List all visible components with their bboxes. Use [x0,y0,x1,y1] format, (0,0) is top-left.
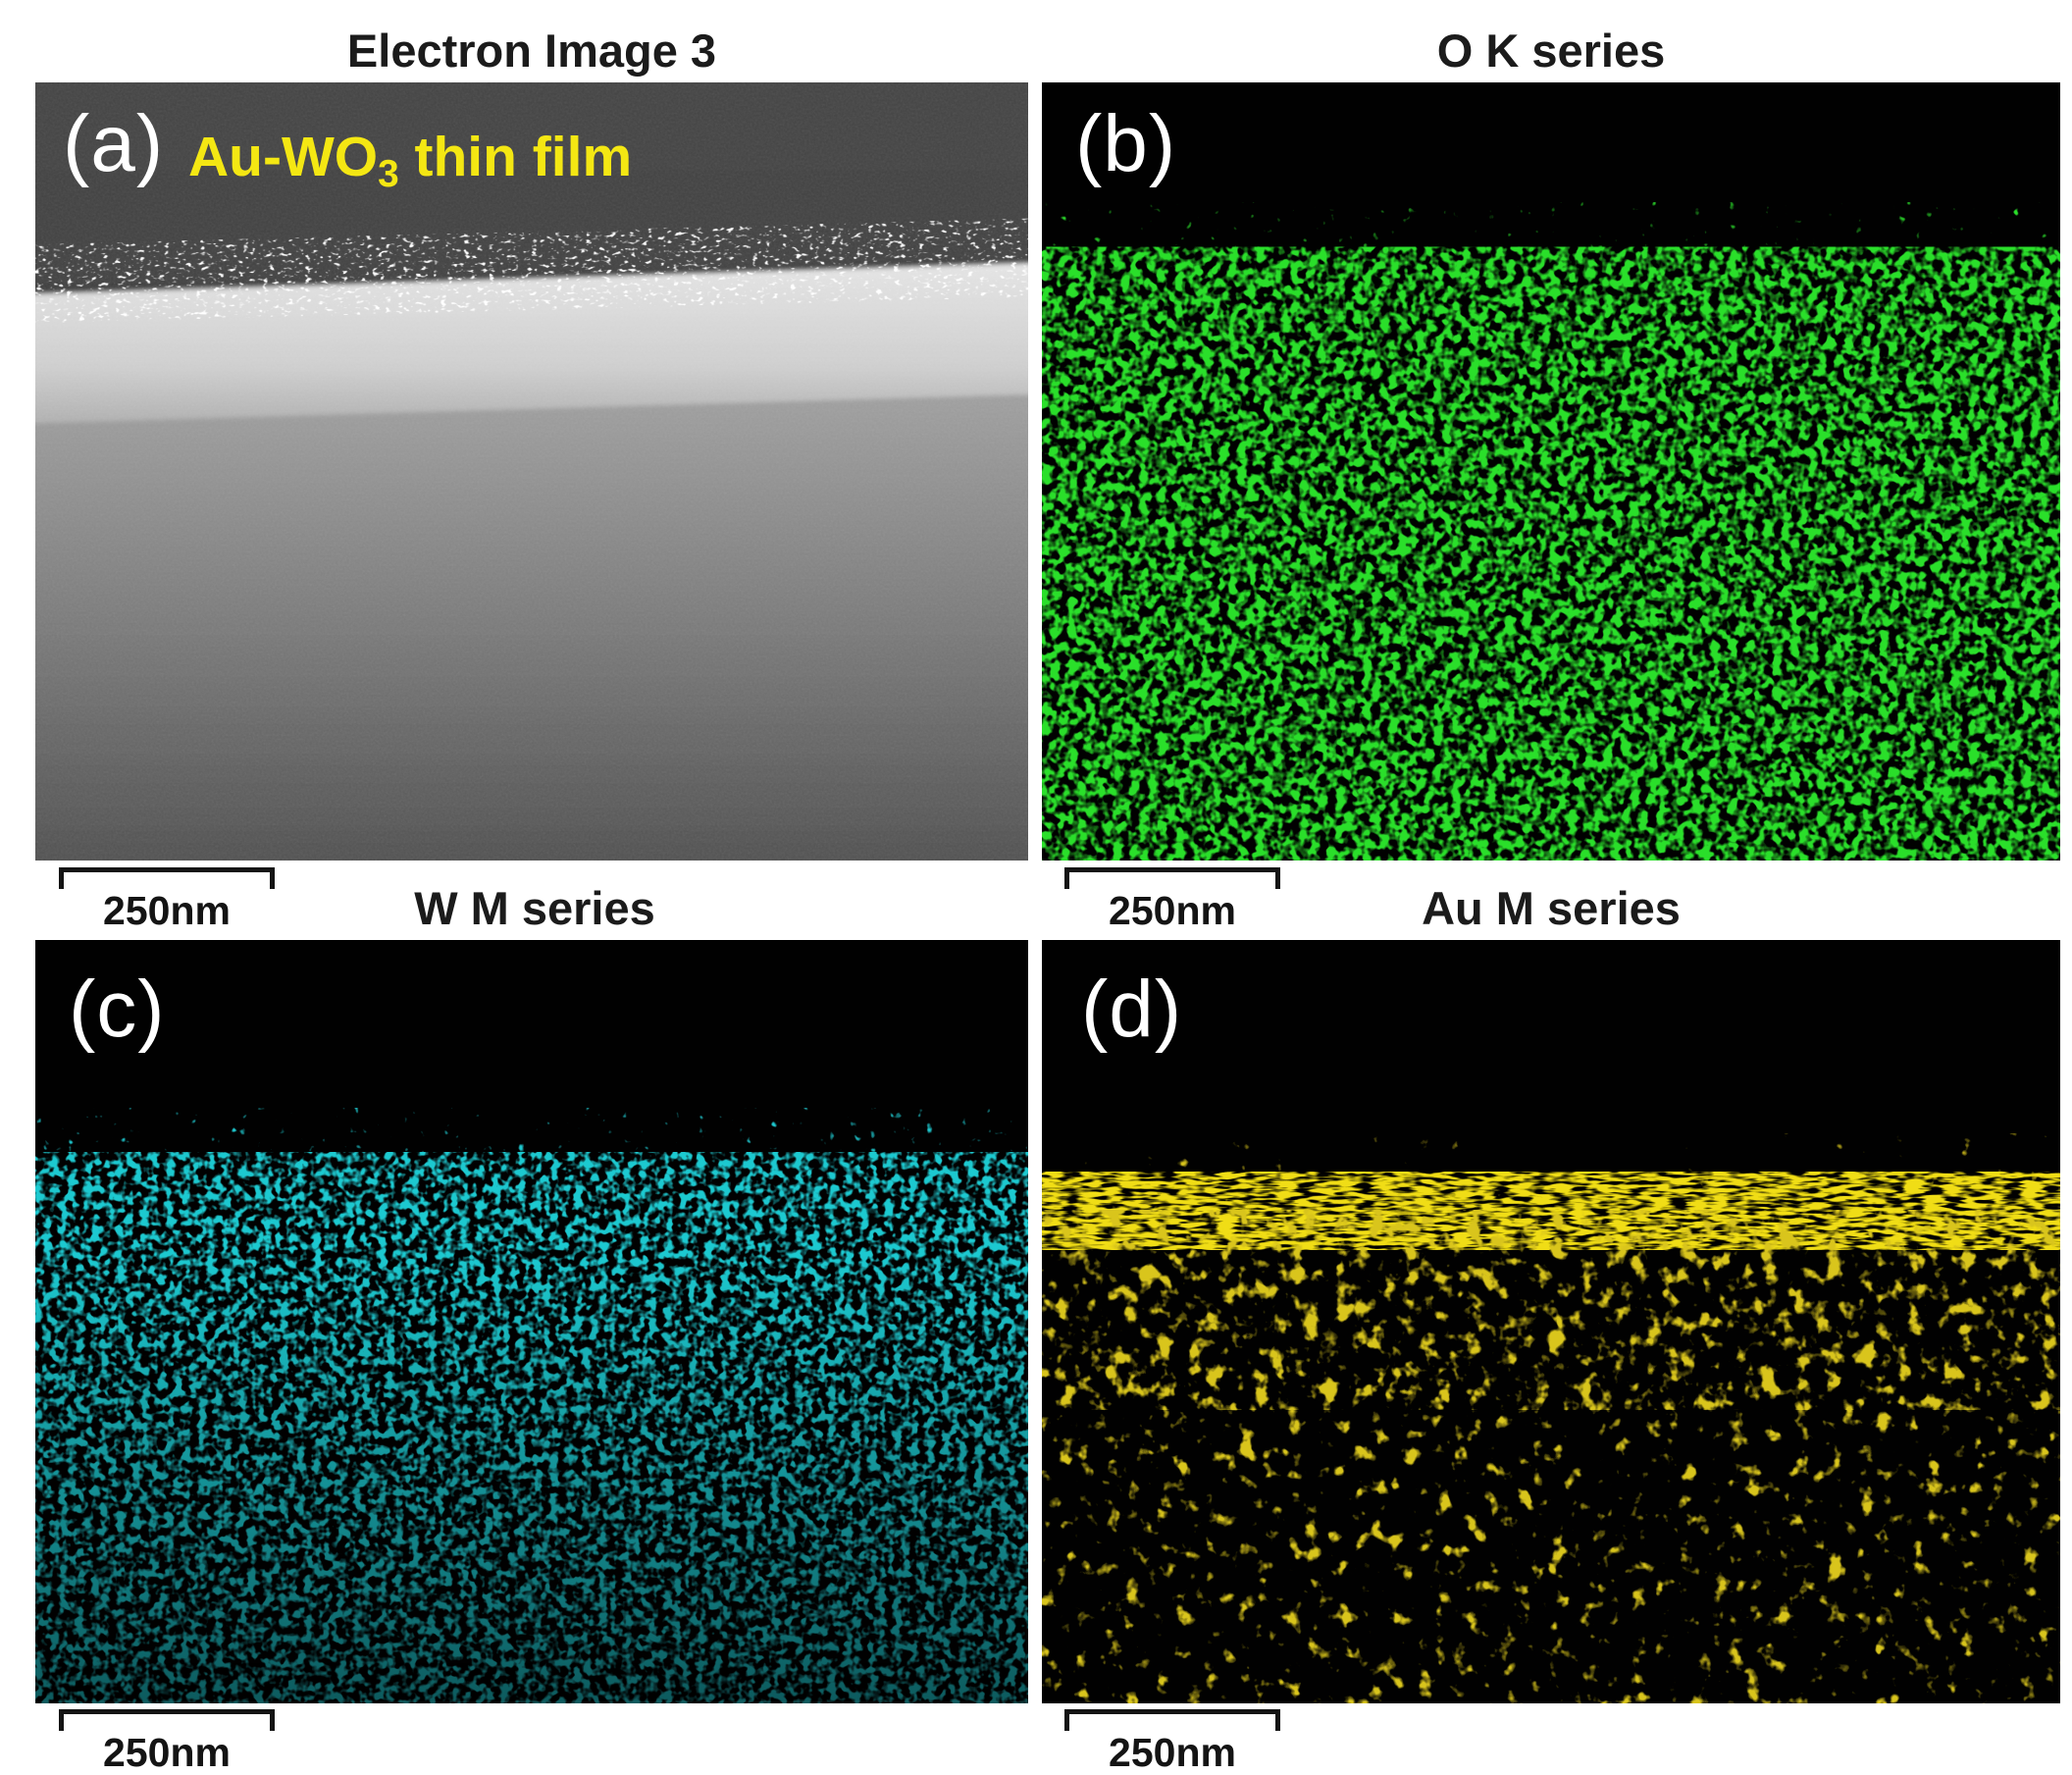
scale-bar-label: 250nm [1109,1730,1236,1775]
sem-grain-overlay [35,82,1028,861]
oxygen-map-edge [1042,228,2060,279]
tungsten-map-edge [35,1132,1028,1181]
scale-bar-b: 250nm [1064,867,1280,932]
scale-bar-c: 250nm [59,1709,275,1774]
panel-a-label: (a) [63,99,165,188]
panel-b: (b) [1042,82,2060,861]
scale-bar-label: 250nm [1109,888,1236,933]
scale-bar-d: 250nm [1064,1709,1280,1774]
scale-bar-bracket [59,867,275,889]
gold-eds-map-image [1042,940,2060,1703]
scale-bar-label: 250nm [103,1730,231,1775]
panel-c: (c) [35,940,1028,1703]
tungsten-map-depth-fade [35,1254,1028,1703]
panel-a-title: Electron Image 3 [346,25,717,77]
panel-c-title: W M series [414,882,655,934]
gold-surface-line [1042,1189,2060,1232]
panel-c-label: (c) [69,965,166,1054]
scale-bar-bracket [1064,867,1280,889]
panel-d-label: (d) [1081,965,1183,1054]
gold-map-upper-body [1042,1227,2060,1393]
panel-d-title: Au M series [1422,882,1681,934]
scale-bar-bracket [59,1709,275,1731]
gold-map-lower-body [1042,1382,2060,1703]
scale-bar-a: 250nm [59,867,275,932]
tungsten-eds-map-image [35,940,1028,1703]
panel-d: (d) [1042,940,2060,1703]
annotation-prefix: Au-WO [188,126,379,188]
oxygen-eds-map-image [1042,82,2060,861]
panel-a: (a) Au-WO3 thin film [35,82,1028,861]
scale-bar-bracket [1064,1709,1280,1731]
annotation-subscript: 3 [378,152,399,195]
annotation-suffix: thin film [398,126,633,188]
panel-a-annotation: Au-WO3 thin film [188,130,632,193]
sem-micrograph-image [35,82,1028,861]
panel-b-title: O K series [1436,25,1666,77]
oxygen-map-body [1042,271,2060,861]
scale-bar-label: 250nm [103,888,231,933]
panel-b-label: (b) [1075,99,1177,188]
